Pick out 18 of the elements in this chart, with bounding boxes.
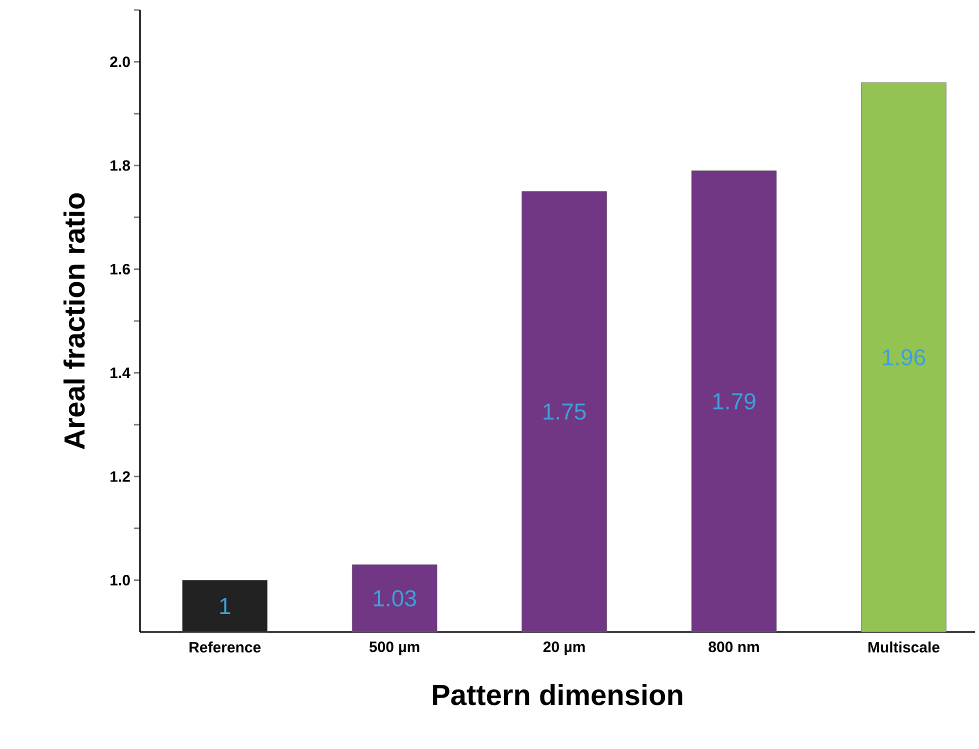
- y-axis-title: Areal fraction ratio: [63, 193, 85, 450]
- x-tick-label: 800 nm: [708, 642, 759, 652]
- data-label: 1.03: [374, 590, 416, 606]
- y-tick-label: 1.8: [110, 160, 130, 171]
- data-label: 1.96: [883, 349, 926, 366]
- x-tick-label: 20 µm: [543, 642, 585, 656]
- y-tick-label: 1.6: [110, 264, 130, 274]
- data-label: 1.75: [544, 404, 586, 420]
- y-tick-label: 1.4: [110, 368, 130, 378]
- y-tick-label: 1.0: [110, 574, 130, 586]
- x-tick-label: Reference: [190, 642, 261, 653]
- x-tick-label: 500 µm: [369, 642, 420, 656]
- data-label: 1: [220, 598, 230, 614]
- y-tick-label: 1.2: [110, 471, 130, 482]
- x-tick-label: Multiscale: [868, 642, 940, 653]
- y-tick-label: 2.0: [110, 56, 130, 68]
- data-label: 1.79: [713, 393, 756, 410]
- x-axis-title: Pattern dimension: [432, 684, 682, 706]
